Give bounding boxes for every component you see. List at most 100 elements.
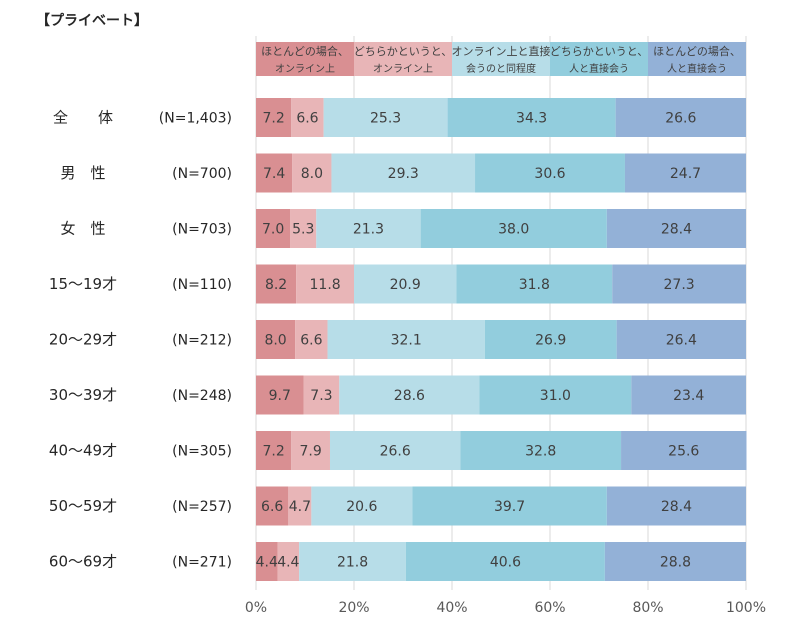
bar-segment bbox=[256, 431, 292, 470]
sample-size-label: (N=1,403) bbox=[159, 111, 232, 127]
legend-swatch bbox=[648, 42, 746, 76]
bar-segment bbox=[484, 320, 617, 359]
data-label: 7.9 bbox=[300, 444, 322, 460]
bar-segment bbox=[277, 542, 300, 581]
data-label: 34.3 bbox=[516, 111, 547, 127]
bar-segment bbox=[292, 153, 332, 193]
data-label: 26.6 bbox=[665, 111, 696, 127]
data-label: 4.7 bbox=[289, 499, 311, 515]
data-label: 4.4 bbox=[256, 555, 278, 571]
bar-segment bbox=[327, 320, 485, 359]
category-label: 50～59才 bbox=[49, 497, 117, 515]
x-tick-label: 20% bbox=[338, 600, 369, 616]
bar-segment bbox=[256, 98, 292, 137]
data-label: 32.8 bbox=[525, 444, 556, 460]
legend-swatch bbox=[256, 42, 354, 76]
data-label: 39.7 bbox=[494, 499, 525, 515]
bar-segment bbox=[606, 209, 746, 248]
bar-segment bbox=[420, 209, 607, 248]
bar-segment bbox=[631, 375, 746, 415]
legend-label: オンライン上 bbox=[275, 63, 335, 75]
bar-segment bbox=[295, 320, 328, 359]
data-label: 31.8 bbox=[519, 277, 550, 293]
bar-segment bbox=[412, 486, 607, 526]
bar-segment bbox=[296, 264, 354, 304]
bar-segment bbox=[323, 98, 448, 137]
sample-size-label: (N=271) bbox=[172, 555, 232, 571]
category-label: 30～39才 bbox=[49, 386, 117, 404]
legend-swatch bbox=[550, 42, 648, 76]
legend-label: 人と直接会う bbox=[569, 62, 629, 75]
data-label: 28.6 bbox=[394, 388, 425, 404]
data-label: 11.8 bbox=[310, 277, 341, 293]
legend-swatch bbox=[354, 42, 452, 76]
data-label: 27.3 bbox=[664, 277, 695, 293]
bar-segment bbox=[331, 153, 476, 193]
bar-segment bbox=[612, 264, 746, 304]
bar-segment bbox=[316, 209, 421, 248]
data-label: 26.9 bbox=[535, 333, 566, 349]
data-label: 8.0 bbox=[264, 333, 286, 349]
sample-size-label: (N=700) bbox=[172, 166, 232, 182]
bar-segment bbox=[311, 486, 413, 526]
bar-segment bbox=[329, 431, 461, 470]
data-label: 26.6 bbox=[380, 444, 411, 460]
bar-segment bbox=[256, 375, 304, 415]
legend-label: ほとんどの場合、 bbox=[653, 44, 741, 58]
bar-segment bbox=[339, 375, 480, 415]
bar-segment bbox=[604, 542, 746, 581]
data-label: 7.2 bbox=[263, 444, 285, 460]
bar-segment bbox=[291, 431, 330, 470]
bar-segment bbox=[256, 542, 278, 581]
data-label: 21.3 bbox=[353, 222, 384, 238]
legend-label: 会うのと同程度 bbox=[466, 62, 536, 75]
bar-segment bbox=[256, 486, 289, 526]
data-label: 6.6 bbox=[296, 111, 318, 127]
bar-segment bbox=[479, 375, 632, 415]
bar-segment bbox=[354, 264, 457, 304]
data-label: 25.6 bbox=[668, 444, 699, 460]
data-label: 8.0 bbox=[301, 166, 323, 182]
bar-segment bbox=[621, 431, 747, 470]
bar-segment bbox=[405, 542, 605, 581]
bar-segment bbox=[256, 153, 293, 193]
data-label: 20.6 bbox=[346, 499, 377, 515]
category-label: 女 性 bbox=[60, 220, 105, 238]
bar-segment bbox=[288, 486, 312, 526]
bar-segment bbox=[460, 431, 622, 470]
sample-size-label: (N=248) bbox=[172, 388, 232, 404]
category-label: 40～49才 bbox=[49, 442, 117, 460]
bar-segment bbox=[256, 209, 291, 248]
bar-segment bbox=[447, 98, 616, 137]
data-label: 6.6 bbox=[261, 499, 283, 515]
data-label: 28.4 bbox=[661, 222, 692, 238]
x-tick-label: 100% bbox=[726, 600, 766, 616]
data-label: 24.7 bbox=[670, 166, 701, 182]
category-label: 15～19才 bbox=[49, 275, 117, 293]
data-label: 40.6 bbox=[490, 555, 521, 571]
category-label: 60～69才 bbox=[49, 553, 117, 571]
legend-label: オンライン上と直接 bbox=[452, 44, 551, 58]
category-label: 20～29才 bbox=[49, 331, 117, 349]
x-tick-label: 0% bbox=[245, 600, 267, 616]
legend-label: 人と直接会う bbox=[667, 62, 727, 75]
legend-label: ほとんどの場合、 bbox=[261, 44, 349, 58]
bar-segment bbox=[256, 320, 296, 359]
category-label: 男 性 bbox=[60, 164, 105, 182]
legend-label: オンライン上 bbox=[373, 63, 433, 75]
bar-segment bbox=[299, 542, 406, 581]
data-label: 9.7 bbox=[269, 388, 291, 404]
chart-title: 【プライベート】 bbox=[36, 13, 148, 29]
data-label: 5.3 bbox=[292, 222, 314, 238]
bar-segment bbox=[291, 98, 324, 137]
bar-segment bbox=[615, 98, 746, 137]
bar-segment bbox=[624, 153, 746, 193]
data-label: 4.4 bbox=[277, 555, 299, 571]
data-label: 28.4 bbox=[661, 499, 692, 515]
data-label: 25.3 bbox=[370, 111, 401, 127]
x-tick-label: 40% bbox=[436, 600, 467, 616]
data-label: 21.8 bbox=[337, 555, 368, 571]
data-label: 7.0 bbox=[262, 222, 284, 238]
bar-segment bbox=[475, 153, 625, 193]
